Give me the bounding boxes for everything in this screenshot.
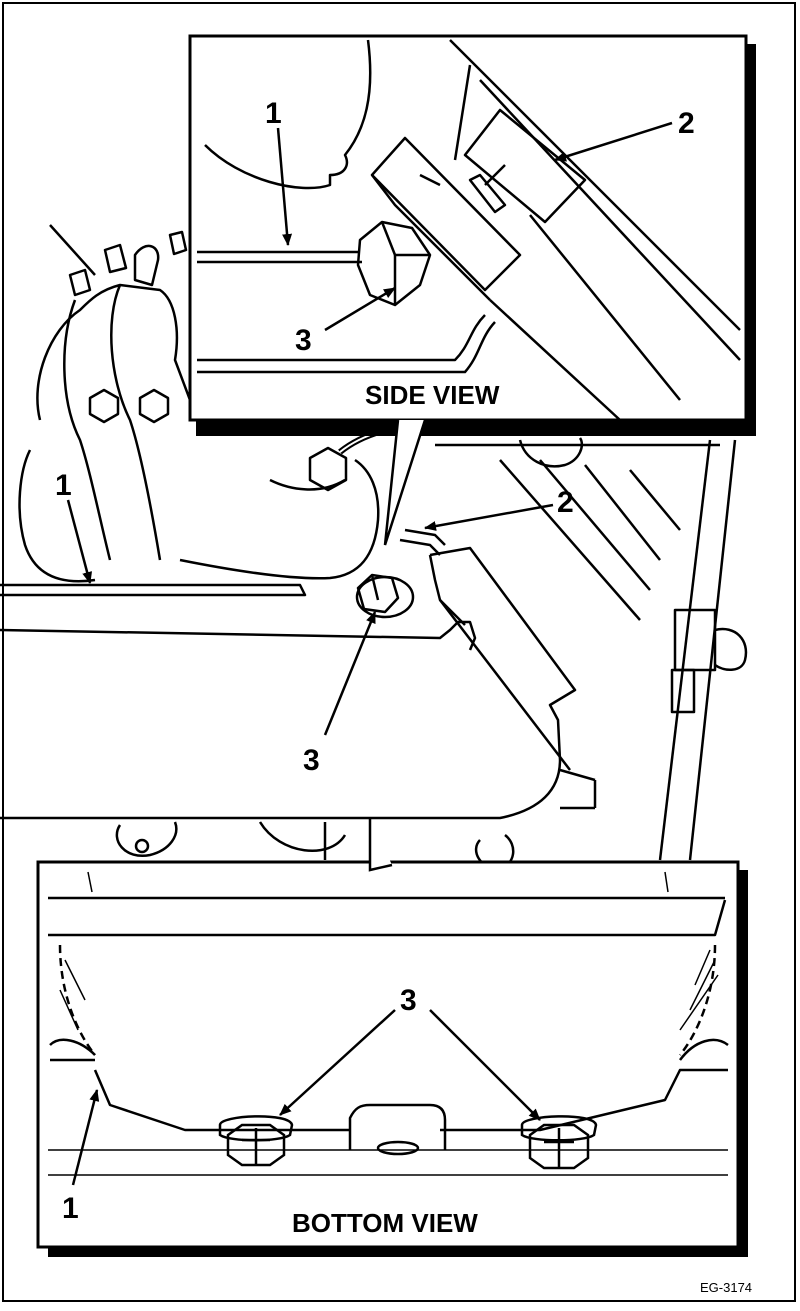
side-callout-3: 3	[295, 324, 312, 357]
bottom-callout-3: 3	[400, 984, 417, 1017]
main-callout-3: 3	[303, 744, 320, 777]
main-callout-1: 1	[55, 469, 72, 502]
side-view-caption: SIDE VIEW	[365, 380, 500, 410]
main-engine-view	[0, 224, 748, 870]
bottom-left-bolt	[218, 1115, 294, 1167]
main-view-arrows	[66, 499, 554, 736]
side-callout-2: 2	[678, 107, 695, 140]
bottom-view-inset: 3 1 BOTTOM VIEW	[36, 860, 748, 1257]
side-view-pointer	[383, 419, 427, 546]
side-view-inset: 1 2 3 SIDE VIEW	[188, 34, 756, 436]
bottom-callout-1: 1	[62, 1192, 79, 1225]
main-oil-pan-bolt	[355, 573, 415, 619]
side-view-arrows	[276, 121, 673, 332]
bottom-view-arrows	[71, 1009, 541, 1186]
figure-id: EG-3174	[700, 1280, 752, 1295]
bottom-view-caption: BOTTOM VIEW	[292, 1208, 478, 1238]
main-callout-2: 2	[557, 486, 574, 519]
bottom-right-bolt	[520, 1115, 598, 1170]
side-callout-1: 1	[265, 97, 282, 130]
bottom-view-pointer	[368, 818, 393, 872]
